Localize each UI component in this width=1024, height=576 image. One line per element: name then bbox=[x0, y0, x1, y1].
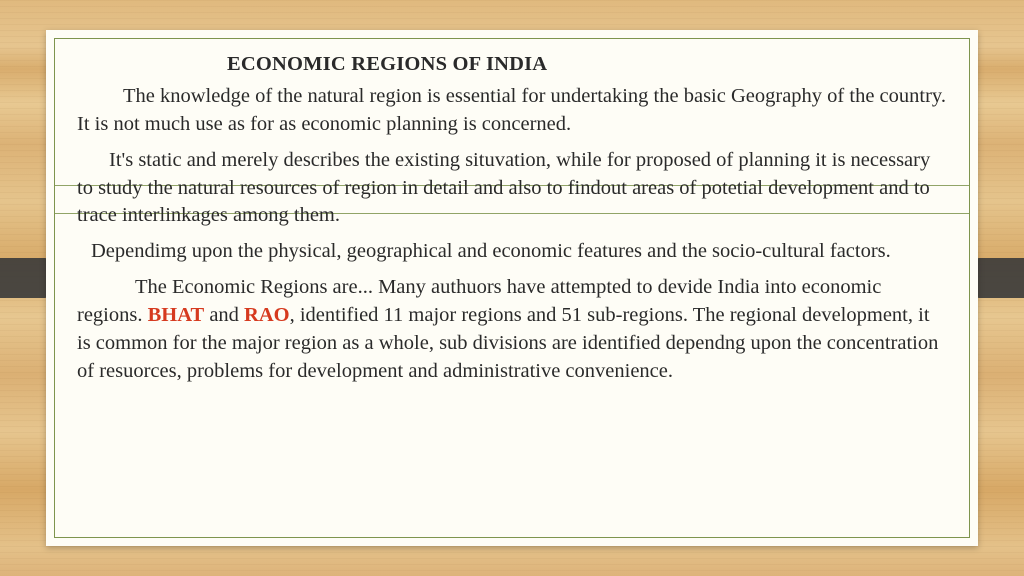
paragraph-2: It's static and merely describes the exi… bbox=[77, 147, 947, 231]
paragraph-4: The Economic Regions are... Many authuor… bbox=[77, 274, 947, 386]
content-frame: ECONOMIC REGIONS OF INDIA The knowledge … bbox=[54, 38, 970, 538]
highlight-bhat: BHAT bbox=[148, 304, 205, 326]
para4-text-b: and bbox=[204, 304, 244, 326]
paragraph-1: The knowledge of the natural region is e… bbox=[77, 83, 947, 139]
left-binder-tab bbox=[0, 258, 48, 298]
paragraph-3: Dependimg upon the physical, geographica… bbox=[77, 238, 947, 266]
right-binder-tab bbox=[976, 258, 1024, 298]
slide-card: ECONOMIC REGIONS OF INDIA The knowledge … bbox=[46, 30, 978, 546]
slide-title: ECONOMIC REGIONS OF INDIA bbox=[227, 51, 947, 79]
highlight-rao: RAO bbox=[244, 304, 290, 326]
